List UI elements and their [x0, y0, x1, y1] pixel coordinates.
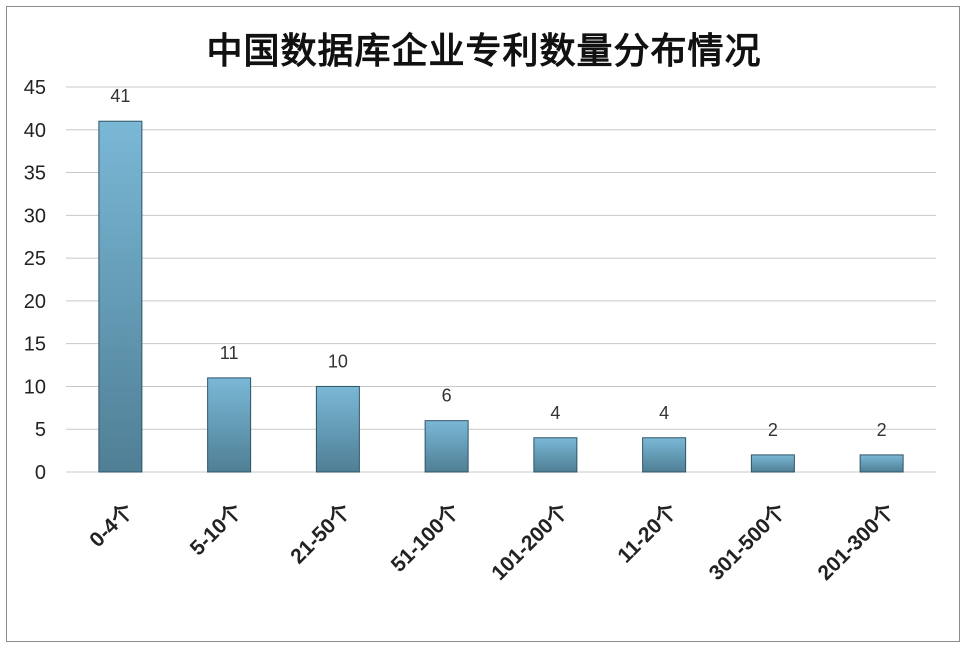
- y-tick-label: 25: [24, 248, 46, 270]
- x-tick-label: 5-10个: [186, 499, 248, 561]
- bar: [207, 377, 252, 473]
- y-tick-label: 20: [24, 291, 46, 313]
- data-label: 4: [550, 403, 560, 423]
- x-tick-label: 301-500个: [705, 499, 791, 585]
- data-label: 41: [110, 86, 130, 106]
- data-label: 6: [442, 386, 452, 406]
- x-tick-label: 51-100个: [387, 499, 465, 577]
- bar: [859, 454, 904, 473]
- data-label: 2: [768, 420, 778, 440]
- x-tick-label: 0-4个: [85, 499, 138, 552]
- bar: [750, 454, 795, 473]
- chart-frame: [6, 6, 960, 642]
- bar: [315, 385, 360, 473]
- y-tick-label: 35: [24, 163, 46, 185]
- chart-title: 中国数据库企业专利数量分布情况: [206, 30, 762, 72]
- bar: [642, 437, 687, 473]
- data-label: 11: [220, 343, 239, 363]
- data-label: 2: [877, 420, 887, 440]
- bar: [424, 420, 469, 473]
- y-tick-label: 45: [24, 77, 46, 99]
- y-tick-label: 10: [24, 376, 46, 398]
- y-tick-label: 40: [24, 120, 46, 142]
- data-label: 10: [328, 351, 348, 371]
- y-tick-label: 15: [24, 334, 46, 356]
- x-tick-label: 11-20个: [613, 499, 682, 568]
- x-tick-label: 21-50个: [286, 499, 356, 569]
- y-tick-label: 30: [24, 205, 46, 227]
- y-tick-label: 5: [35, 419, 46, 441]
- bar: [98, 120, 143, 473]
- x-tick-label: 201-300个: [814, 499, 900, 585]
- bar: [533, 437, 578, 473]
- data-label: 4: [659, 403, 669, 423]
- y-tick-label: 0: [35, 462, 46, 484]
- x-tick-label: 101-200个: [487, 499, 573, 585]
